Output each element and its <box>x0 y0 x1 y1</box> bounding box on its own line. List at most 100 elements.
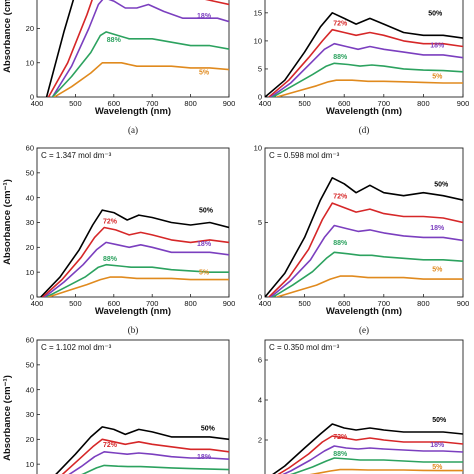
y-tick-label: 0 <box>258 93 262 102</box>
x-tick-label: 600 <box>338 99 351 108</box>
series-label: 72% <box>103 442 118 449</box>
series-line-18pct <box>51 0 229 97</box>
panel-a: 400500600700800900010203040Wavelength (n… <box>2 0 235 135</box>
series-label: 18% <box>430 225 445 232</box>
series-label: 18% <box>430 442 445 449</box>
x-tick-label: 600 <box>338 299 351 308</box>
y-axis-label: Absorbance (cm⁻¹) <box>2 179 13 265</box>
y-tick-label: 40 <box>26 385 34 394</box>
x-tick-label: 900 <box>457 299 470 308</box>
y-tick-label: 5 <box>258 65 262 74</box>
x-axis-label: Wavelength (nm) <box>95 106 171 117</box>
x-axis-label: Wavelength (nm) <box>95 306 171 317</box>
series-label: 72% <box>103 219 118 226</box>
x-axis-label: Wavelength (nm) <box>326 106 402 117</box>
x-tick-label: 400 <box>31 299 44 308</box>
x-axis-label: Wavelength (nm) <box>326 306 402 317</box>
x-tick-label: 400 <box>259 299 272 308</box>
y-tick-label: 30 <box>26 410 34 419</box>
series-label: 72% <box>333 434 348 441</box>
x-tick-label: 900 <box>457 99 470 108</box>
series-line-5pct <box>53 62 229 97</box>
series-line-5pct <box>47 276 229 297</box>
x-tick-label: 500 <box>69 299 82 308</box>
y-tick-label: 50 <box>26 168 34 177</box>
series-label: 88% <box>333 451 348 458</box>
y-tick-label: 20 <box>26 24 34 33</box>
panel-label: (b) <box>128 325 139 335</box>
plot-area <box>265 177 463 297</box>
y-tick-label: 6 <box>258 356 262 365</box>
x-tick-label: 700 <box>378 299 391 308</box>
panel-e: 400 500 600 700 800 900 0 5 10 Wavelength (nm) (e)… <box>254 144 470 335</box>
y-tick-label: 30 <box>26 218 34 227</box>
concentration-label: C = 0.598 mol dm⁻³ <box>269 151 340 160</box>
y-tick-label: 0 <box>258 293 262 302</box>
series-label: 18% <box>197 13 212 20</box>
x-tick-label: 900 <box>223 99 236 108</box>
x-tick-label: 700 <box>378 99 391 108</box>
plot-area <box>45 0 229 97</box>
plot-area <box>265 12 463 97</box>
series-label: 50% <box>432 417 447 424</box>
y-tick-label: 10 <box>254 36 262 45</box>
series-label: 5% <box>432 464 443 471</box>
series-line-50pct <box>265 12 463 97</box>
y-tick-label: 0 <box>30 93 34 102</box>
series-label: 72% <box>333 21 348 28</box>
series-label: 88% <box>333 240 348 247</box>
series-label: 88% <box>333 54 348 61</box>
series-line-72pct <box>268 28 463 97</box>
x-tick-label: 400 <box>259 99 272 108</box>
y-tick-label: 10 <box>26 460 34 469</box>
series-line-72pct <box>277 435 463 474</box>
series-line-50pct <box>40 209 229 297</box>
concentration-label: C = 1.102 mol dm⁻³ <box>41 343 112 352</box>
panel-f: 2 4 6 C = 0.350 mol dm⁻³ 50% 72% 18% 88% 5% <box>258 339 464 474</box>
x-tick-label: 700 <box>146 299 159 308</box>
panel-label: (e) <box>359 325 369 335</box>
series-line-72pct <box>61 438 229 474</box>
series-line-88pct <box>81 464 229 474</box>
series-line-50pct <box>265 177 463 297</box>
panel-label: (d) <box>359 125 370 135</box>
series-line-18pct <box>270 42 463 97</box>
series-line-5pct <box>276 275 463 297</box>
series-label: 50% <box>428 11 443 18</box>
series-line-88pct <box>289 457 463 474</box>
x-tick-label: 800 <box>417 299 430 308</box>
y-tick-label: 5 <box>258 218 262 227</box>
panel-label: (a) <box>128 125 138 135</box>
y-tick-label: 20 <box>26 243 34 252</box>
concentration-label: C = 0.350 mol dm⁻³ <box>269 343 340 352</box>
plot-frame <box>264 339 464 474</box>
x-tick-label: 600 <box>108 99 121 108</box>
x-tick-label: 700 <box>146 99 159 108</box>
series-line-18pct <box>270 224 463 297</box>
series-label: 50% <box>434 182 449 189</box>
y-tick-label: 10 <box>26 268 34 277</box>
series-line-72pct <box>268 202 463 297</box>
y-tick-label: 60 <box>26 144 34 153</box>
x-tick-label: 400 <box>31 99 44 108</box>
y-tick-label: 10 <box>254 144 262 153</box>
y-tick-label: 4 <box>258 396 262 405</box>
y-tick-label: 2 <box>258 436 262 445</box>
y-tick-label: 60 <box>26 336 34 345</box>
y-tick-label: 50 <box>26 360 34 369</box>
series-label: 5% <box>199 270 210 277</box>
concentration-label: C = 1.347 mol dm⁻³ <box>41 151 112 160</box>
series-label: 5% <box>432 267 443 274</box>
series-line-18pct <box>282 445 463 474</box>
y-tick-label: 20 <box>26 435 34 444</box>
series-label: 88% <box>103 256 118 263</box>
series-label: 72% <box>333 194 348 201</box>
series-line-50pct <box>272 423 463 474</box>
series-label: 50% <box>201 426 216 433</box>
plot-area <box>272 423 463 474</box>
series-line-18pct <box>68 451 229 474</box>
plot-area <box>55 426 229 474</box>
series-label: 5% <box>199 70 210 77</box>
series-line-5pct <box>309 468 463 474</box>
y-axis-label: Absorbance (cm⁻¹) <box>2 0 13 73</box>
